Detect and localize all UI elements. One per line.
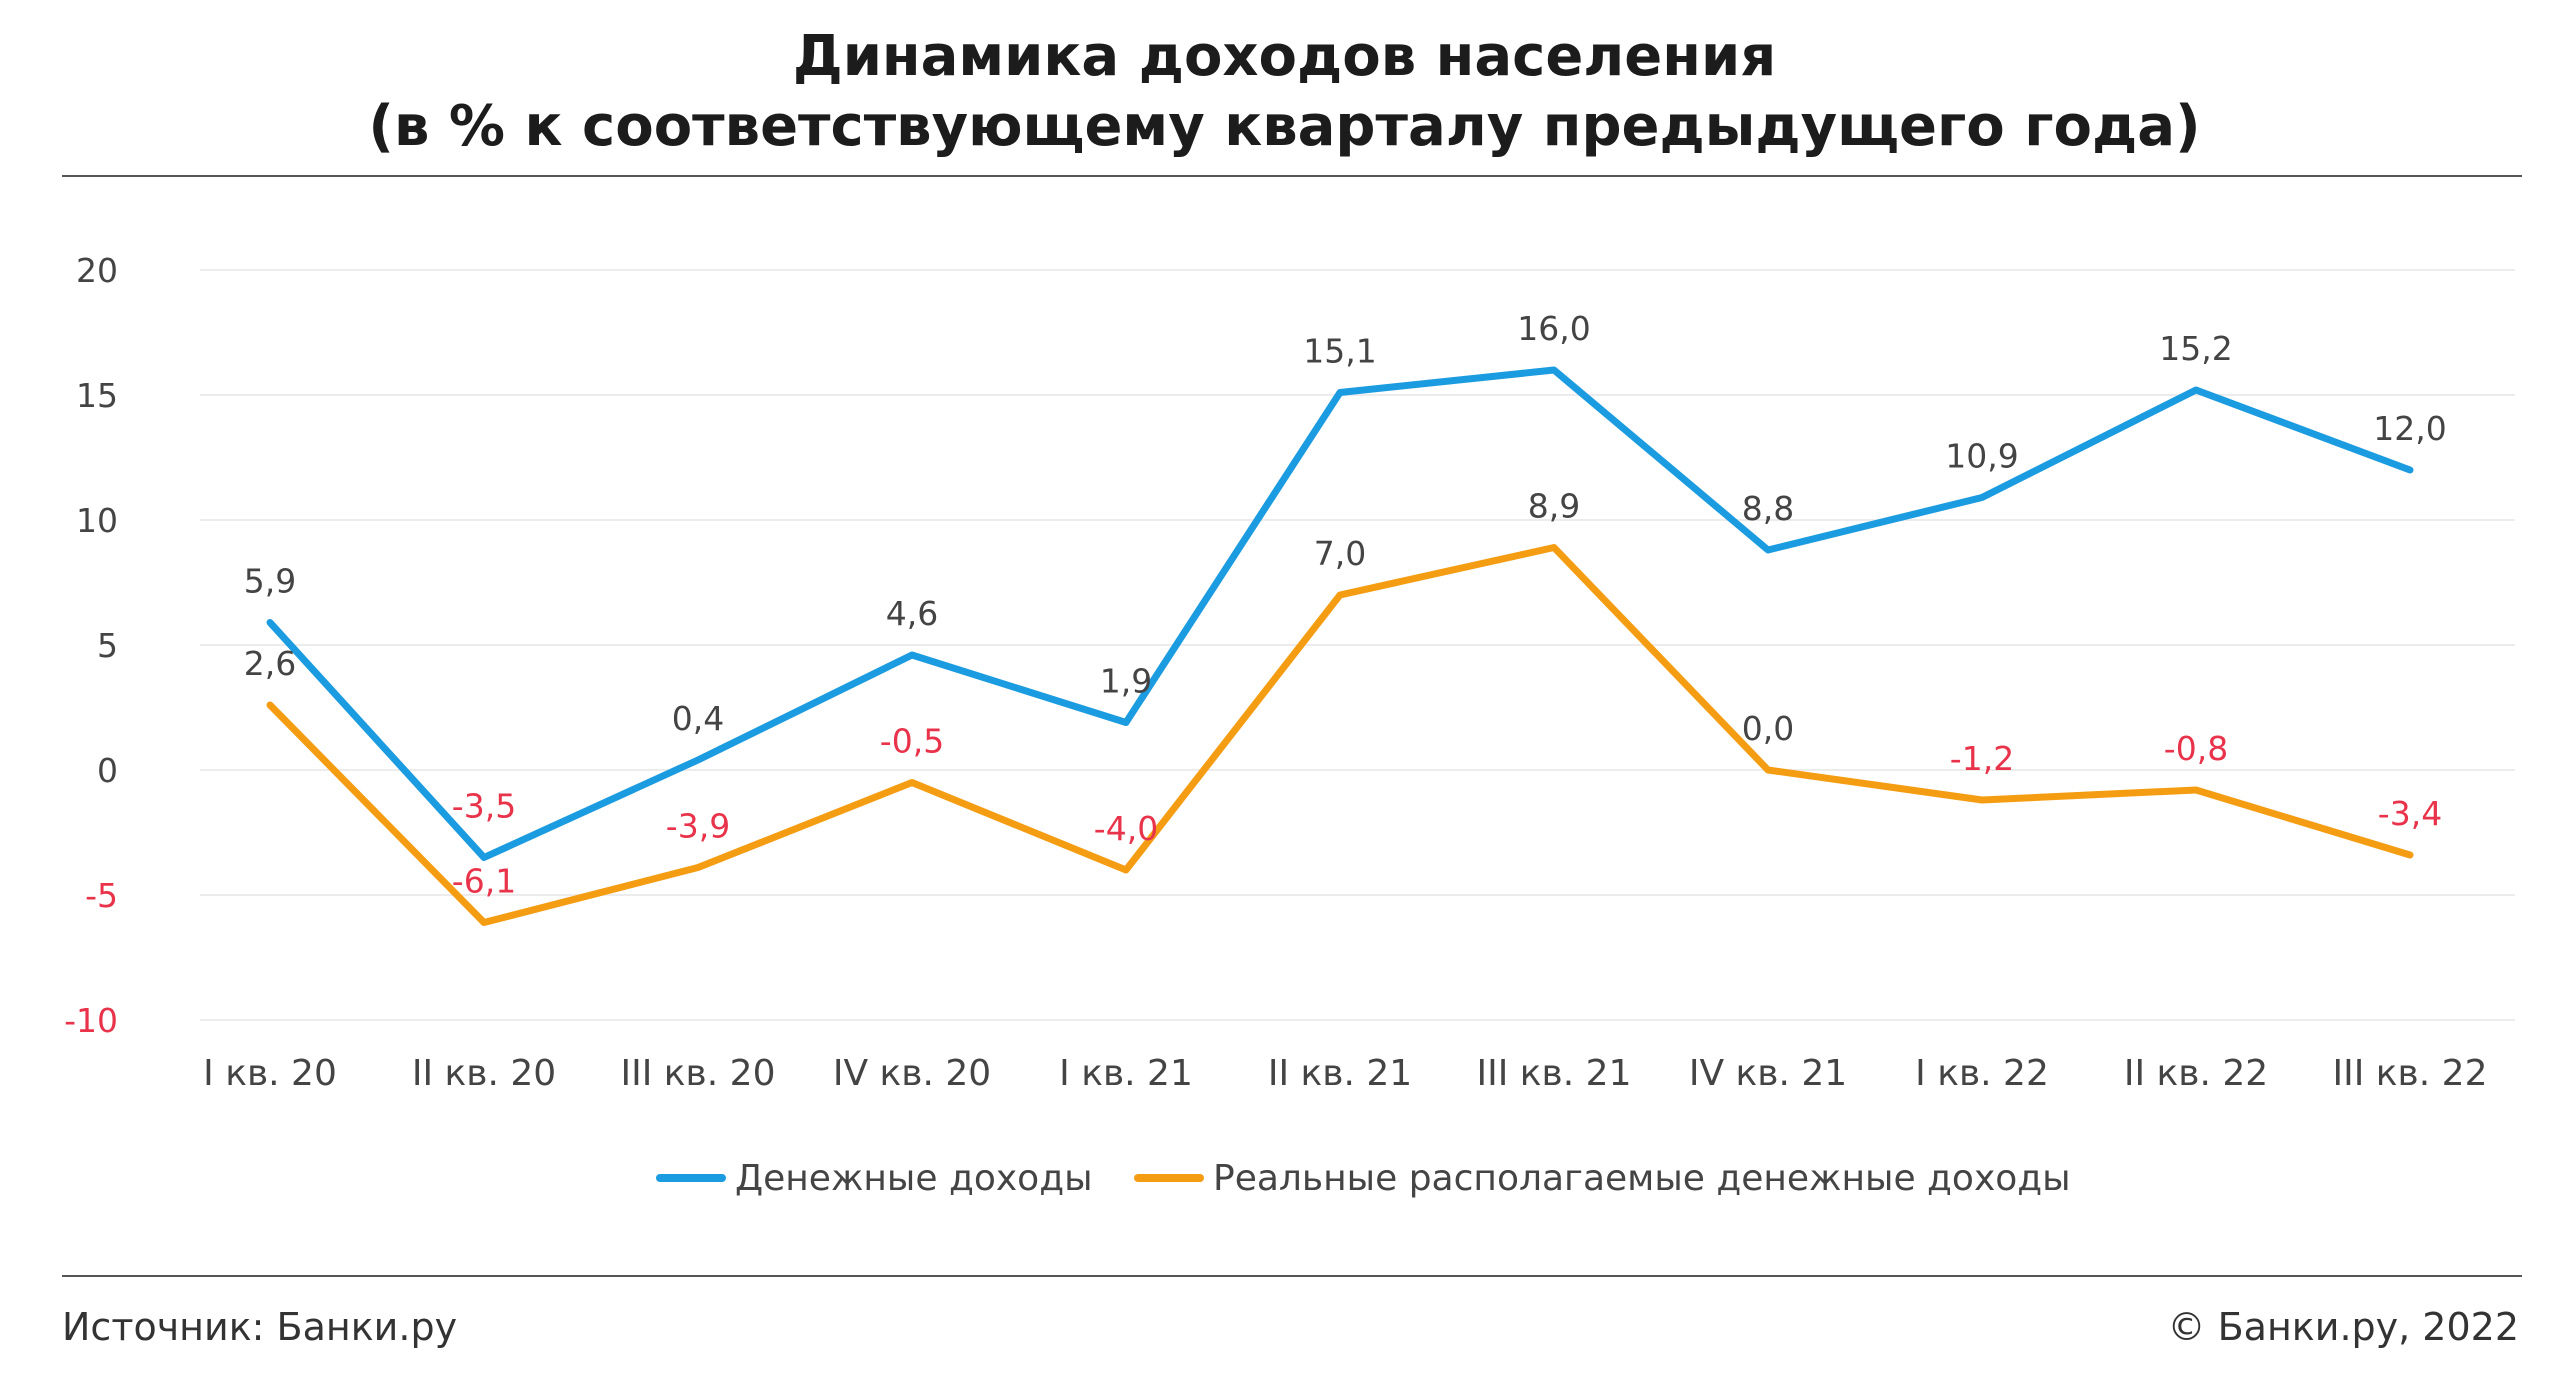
footer-divider: [62, 1275, 2522, 1277]
data-label: -0,5: [880, 722, 944, 761]
chart-title-line2: (в % к соответствующему кварталу предыду…: [368, 94, 2201, 159]
data-label: 16,0: [1517, 309, 1590, 348]
legend-label-money-income: Денежные доходы: [735, 1158, 1093, 1199]
y-tick-label: 10: [76, 501, 118, 540]
data-label: 5,9: [244, 562, 296, 601]
data-label: 8,8: [1742, 489, 1794, 528]
copyright-note: © Банки.ру, 2022: [2167, 1305, 2519, 1349]
x-tick-label: III кв. 20: [621, 1053, 776, 1094]
x-tick-label: I кв. 22: [1915, 1053, 2049, 1094]
x-tick-label: III кв. 22: [2333, 1053, 2488, 1094]
data-label: -3,4: [2378, 794, 2442, 833]
data-label: -3,9: [666, 807, 730, 846]
title-divider: [62, 175, 2522, 177]
data-label: 0,0: [1742, 709, 1794, 748]
chart-title-line1: Динамика доходов населения: [792, 24, 1777, 89]
y-tick-label: 15: [76, 376, 118, 415]
y-tick-label: 5: [97, 626, 118, 665]
data-label: 1,9: [1100, 662, 1152, 701]
x-tick-label: III кв. 21: [1477, 1053, 1632, 1094]
x-tick-label: IV кв. 21: [1689, 1053, 1847, 1094]
data-label: 10,9: [1945, 437, 2018, 476]
series-line-real-income: [266, 544, 2414, 926]
x-tick-label: I кв. 20: [203, 1053, 337, 1094]
x-tick-label: II кв. 20: [412, 1053, 556, 1094]
data-label: -1,2: [1950, 739, 2014, 778]
data-label: 15,1: [1303, 332, 1376, 371]
x-tick-label: II кв. 21: [1268, 1053, 1412, 1094]
data-label: 2,6: [244, 644, 296, 683]
y-tick-label: 0: [97, 751, 118, 790]
y-tick-label: -5: [85, 876, 118, 915]
x-tick-label: II кв. 22: [2124, 1053, 2268, 1094]
legend-label-real-income: Реальные располагаемые денежные доходы: [1213, 1158, 2071, 1199]
data-label: 4,6: [886, 594, 938, 633]
source-note: Источник: Банки.ру: [62, 1305, 458, 1349]
data-label: 7,0: [1314, 534, 1366, 573]
series-line-money-income: [266, 366, 2414, 861]
data-label: -4,0: [1094, 809, 1158, 848]
data-label: 15,2: [2159, 329, 2232, 368]
data-label: 0,4: [672, 699, 724, 738]
data-label: -6,1: [452, 862, 516, 901]
data-label: -0,8: [2164, 729, 2228, 768]
x-tick-label: IV кв. 20: [833, 1053, 991, 1094]
data-label: 8,9: [1528, 487, 1580, 526]
data-label: 12,0: [2373, 409, 2446, 448]
y-tick-label: 20: [76, 251, 118, 290]
data-label: -3,5: [452, 787, 516, 826]
chart-title: Динамика доходов населения (в % к соотве…: [0, 22, 2569, 162]
x-tick-label: I кв. 21: [1059, 1053, 1193, 1094]
y-tick-label: -10: [64, 1001, 118, 1040]
